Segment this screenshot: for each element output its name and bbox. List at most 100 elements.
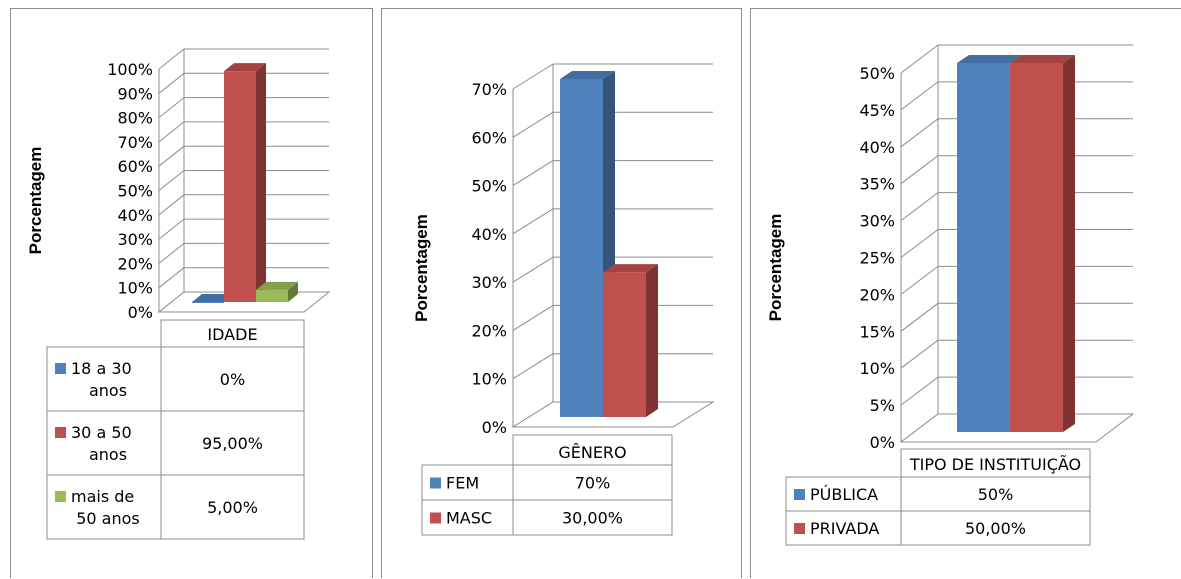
value-cell [160, 346, 305, 412]
data-label: 5,00% [207, 498, 258, 517]
bar-0 [192, 294, 234, 303]
gridline-side [512, 256, 554, 283]
gridline-side [900, 81, 939, 111]
gridline-side [158, 218, 185, 240]
gridline-side [900, 376, 939, 406]
y-tick-label: 60% [117, 157, 153, 176]
legend-label: MASC [446, 509, 492, 528]
data-label: 95,00% [202, 434, 263, 453]
y-axis-title: Porcentagem [26, 147, 45, 255]
table-header-cell [512, 434, 673, 466]
legend-cell [785, 510, 902, 546]
y-tick-label: 10% [117, 279, 153, 298]
gridline-side [900, 302, 939, 332]
bar-side [1063, 55, 1075, 432]
bar-top [256, 281, 298, 290]
y-tick-label: 40% [859, 138, 895, 157]
legend-cell [46, 346, 162, 412]
bar-top [224, 63, 266, 72]
y-tick-label: 0% [482, 418, 507, 437]
gridline-side [900, 339, 939, 369]
y-tick-label: 0% [128, 303, 153, 322]
bar-side [288, 281, 298, 302]
y-tick-label: 50% [471, 177, 507, 196]
bar-top [560, 71, 615, 79]
y-tick-label: 20% [471, 321, 507, 340]
legend-swatch [794, 523, 805, 534]
data-label: 50% [978, 485, 1014, 504]
bar-side [256, 63, 266, 303]
data-label: 50,00% [965, 519, 1026, 538]
legend-label: 50 anos [76, 509, 140, 528]
gridline-side [158, 145, 185, 167]
y-tick-label: 90% [117, 84, 153, 103]
data-label: 70% [575, 474, 611, 493]
legend-label: 18 a 30 [71, 359, 132, 378]
gridline-side [900, 44, 939, 74]
bar-side [646, 264, 658, 417]
bar-front [1010, 63, 1063, 432]
legend-swatch [55, 363, 66, 374]
y-tick-label: 70% [471, 80, 507, 99]
gridline-side [158, 121, 185, 143]
legend-label: anos [89, 381, 127, 400]
data-label: 30,00% [562, 509, 623, 528]
legend-swatch [794, 489, 805, 500]
bar-front [603, 272, 646, 417]
gridline-side [512, 111, 554, 138]
bar-top [1010, 55, 1075, 63]
y-tick-label: 40% [471, 225, 507, 244]
table-header-cell [900, 448, 1091, 478]
gridline-side [900, 118, 939, 148]
y-tick-label: 30% [471, 273, 507, 292]
legend-label: anos [89, 445, 127, 464]
legend-label: PÚBLICA [810, 485, 878, 504]
y-tick-label: 30% [859, 212, 895, 231]
value-cell [512, 464, 673, 501]
y-tick-label: 45% [859, 101, 895, 120]
chart-idade: 0% 10% 20% 30% 40% 50% 60% 70% 80% 90% 100% Porcent… [26, 48, 331, 540]
chart-panel-instituicao: 0% 5% 10% 15% 20% 25% 30% 35% 40% 45% 50% Porcentag… [750, 8, 1181, 578]
bar-top [603, 264, 658, 273]
y-tick-label: 100% [107, 60, 153, 79]
bar-front [957, 63, 1010, 432]
y-axis-title: Porcentagem [412, 214, 431, 322]
legend-label: FEM [446, 474, 479, 493]
bar-front [224, 71, 256, 303]
gridline-side [900, 229, 939, 258]
gridline-side [158, 72, 185, 94]
gridline-side [158, 170, 185, 191]
bar-front [560, 79, 603, 417]
y-tick-label: 15% [859, 322, 895, 341]
gridline-side [512, 63, 554, 90]
y-tick-label: 10% [471, 370, 507, 389]
chart-panel-idade: 0% 10% 20% 30% 40% 50% 60% 70% 80% 90% 100% Porcent… [10, 8, 373, 578]
y-tick-label: 5% [870, 396, 895, 415]
legend-cell [785, 476, 902, 512]
legend-swatch [55, 491, 66, 502]
y-tick-label: 70% [117, 133, 153, 152]
y-tick-label: 80% [117, 109, 153, 128]
category-label: IDADE [207, 325, 257, 344]
chart-tipo-instituicao: 0% 5% 10% 15% 20% 25% 30% 35% 40% 45% 50% Porcentag… [766, 44, 1135, 546]
legend-swatch [55, 427, 66, 438]
bar-top [957, 55, 1022, 63]
value-cell [512, 499, 673, 536]
bar-front [256, 289, 288, 302]
legend-swatch [430, 512, 441, 524]
gridline-side [158, 267, 185, 289]
gridline-side [158, 243, 185, 264]
y-tick-label: 25% [859, 249, 895, 268]
y-tick-label: 35% [859, 175, 895, 194]
y-tick-label: 60% [471, 128, 507, 147]
gridline-side [158, 194, 185, 216]
y-tick-label: 50% [859, 64, 895, 83]
y-tick-label: 10% [859, 359, 895, 378]
gridline-side [900, 192, 939, 221]
legend-cell [46, 474, 162, 540]
category-label: TIPO DE INSTITUIÇÃO [909, 455, 1081, 474]
y-tick-label: 0% [870, 433, 895, 452]
chart-panel-genero: 0% 10% 20% 30% 40% 50% 60% 70% Porcentagem GÊNERO… [381, 8, 742, 578]
bar-1 [1010, 55, 1075, 432]
category-label: GÊNERO [558, 443, 626, 462]
